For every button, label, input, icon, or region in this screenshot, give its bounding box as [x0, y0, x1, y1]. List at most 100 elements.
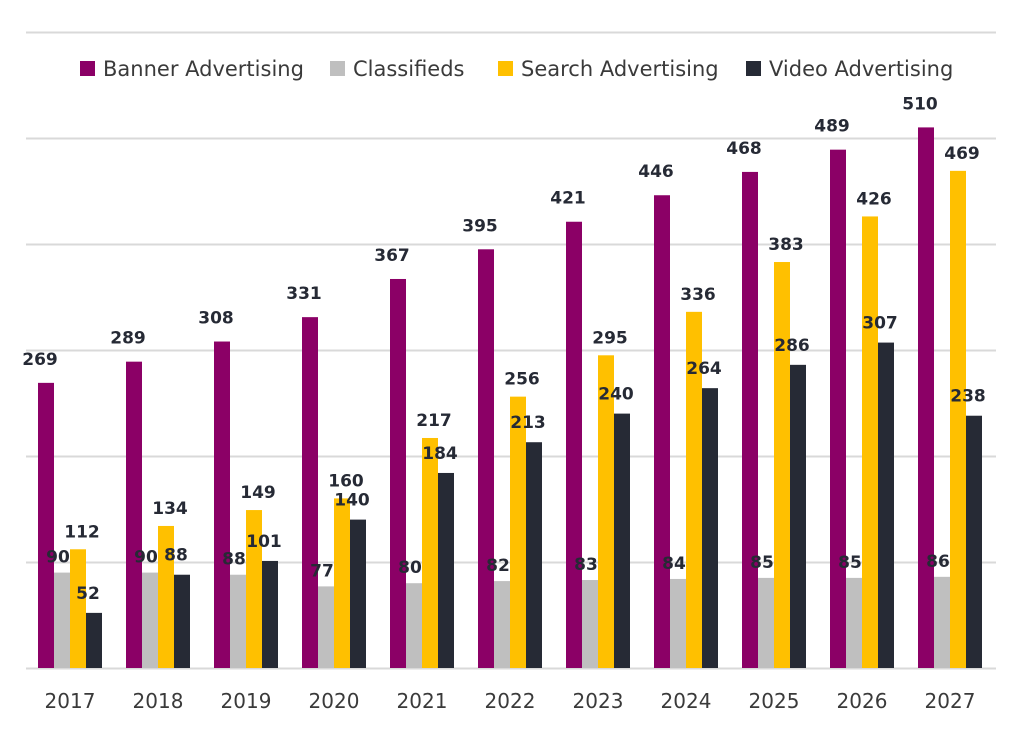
bar-group-2024	[654, 195, 718, 669]
bar	[510, 396, 526, 668]
bar	[406, 583, 422, 668]
data-label: 395	[462, 216, 498, 236]
legend-swatch	[80, 61, 95, 76]
x-tick-label: 2017	[45, 689, 96, 713]
bar-group-2025	[742, 171, 806, 669]
data-label: 88	[222, 550, 246, 570]
bar	[830, 149, 846, 668]
data-label: 140	[334, 491, 370, 511]
data-label: 489	[814, 117, 850, 137]
bar	[790, 364, 806, 668]
legend-item: Banner Advertising	[80, 57, 304, 81]
legend-swatch	[330, 61, 345, 76]
data-label: 289	[110, 329, 146, 349]
bar-group-2018	[126, 361, 190, 668]
data-label: 238	[950, 387, 986, 407]
bar	[494, 581, 510, 668]
bar-group-2023	[566, 221, 630, 669]
bar	[302, 317, 318, 668]
data-label: 85	[750, 553, 774, 573]
data-label: 240	[598, 385, 634, 405]
bar	[566, 221, 582, 669]
bar	[878, 342, 894, 668]
legend-label: Banner Advertising	[103, 57, 304, 81]
data-label: 85	[838, 553, 862, 573]
legend-item: Classifieds	[330, 57, 465, 81]
bar-group-2022	[478, 249, 542, 669]
data-label: 421	[550, 189, 586, 209]
bar	[54, 572, 70, 668]
bar	[846, 577, 862, 668]
x-tick-label: 2025	[749, 689, 800, 713]
data-label: 367	[374, 246, 410, 266]
bar	[686, 311, 702, 668]
data-label: 286	[774, 336, 810, 356]
data-label: 217	[416, 411, 452, 431]
bar	[670, 578, 686, 668]
data-label: 213	[510, 413, 546, 433]
legend-swatch	[746, 61, 761, 76]
bar	[966, 415, 982, 668]
data-label: 86	[926, 552, 950, 572]
bar	[214, 341, 230, 668]
legend: Banner Advertising Classifieds Search Adve…	[80, 57, 953, 81]
bar	[142, 572, 158, 668]
data-label: 77	[310, 561, 334, 581]
bar-group-2017	[38, 382, 102, 668]
x-tick-label: 2027	[925, 689, 976, 713]
bar	[614, 413, 630, 668]
bar-group-2020	[302, 317, 366, 668]
x-tick-label: 2021	[397, 689, 448, 713]
bar	[702, 388, 718, 668]
legend-label: Classifieds	[353, 57, 465, 81]
legend-label: Video Advertising	[769, 57, 953, 81]
data-label: 446	[638, 162, 674, 182]
data-label: 295	[592, 328, 628, 348]
data-label: 336	[680, 285, 716, 305]
bar-group-2019	[214, 341, 278, 668]
data-label: 160	[328, 471, 364, 491]
data-label: 184	[422, 444, 458, 464]
bar	[934, 576, 950, 668]
bar	[318, 586, 334, 668]
data-label: 149	[240, 483, 276, 503]
bar-group-2021	[390, 278, 454, 668]
data-label: 112	[64, 522, 100, 542]
bar	[246, 510, 262, 668]
data-label: 88	[164, 546, 188, 566]
data-label: 426	[856, 189, 892, 209]
legend-label: Search Advertising	[521, 57, 719, 81]
x-tick-label: 2024	[661, 689, 712, 713]
data-label: 82	[486, 556, 510, 576]
data-label: 468	[726, 139, 762, 159]
data-label: 84	[662, 554, 686, 574]
bar	[582, 580, 598, 668]
bar	[918, 127, 934, 668]
data-label: 80	[398, 558, 422, 578]
data-label: 308	[198, 309, 234, 329]
bar	[774, 262, 790, 668]
bar	[174, 574, 190, 668]
bar	[126, 361, 142, 668]
bar	[230, 574, 246, 668]
bar-group-2027	[918, 127, 982, 669]
bar	[158, 525, 174, 668]
data-label: 134	[152, 499, 188, 519]
x-tick-label: 2018	[133, 689, 184, 713]
bar-group-2026	[830, 149, 894, 668]
bar	[862, 216, 878, 668]
data-label: 264	[686, 359, 722, 379]
bar	[350, 519, 366, 668]
data-label: 269	[22, 350, 58, 370]
data-label: 256	[504, 370, 540, 390]
data-label: 510	[902, 94, 938, 114]
x-axis-ticks: 2017 2018 2019 2020 2021 2022 2023 2024 2025 2026…	[45, 689, 976, 713]
bar	[390, 278, 406, 668]
data-label: 83	[574, 555, 598, 575]
data-label: 90	[46, 548, 70, 568]
bar	[654, 195, 670, 669]
bar	[758, 577, 774, 668]
bar	[950, 170, 966, 669]
data-label: 90	[134, 548, 158, 568]
